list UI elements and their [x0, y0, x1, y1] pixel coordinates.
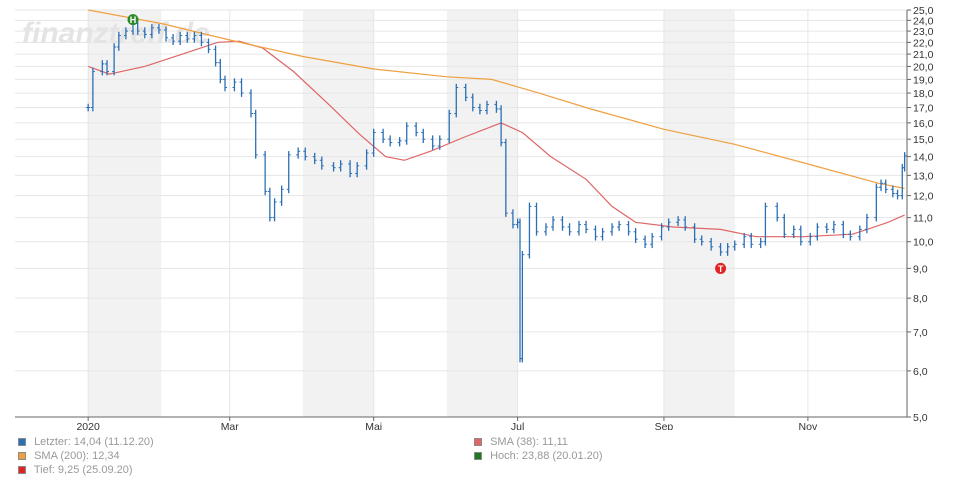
shaded-band-apr — [302, 10, 374, 417]
y-tick-label-9: 14,0 — [913, 152, 934, 164]
y-tick-label-11: 16,0 — [913, 118, 934, 130]
legend-swatch-tief — [18, 466, 26, 474]
marker-high-label: H — [130, 15, 137, 25]
y-tick-label-6: 11,0 — [913, 213, 933, 225]
legend-label-sma200: SMA (200): 12,34 — [34, 450, 120, 462]
y-tick-label-18: 23,0 — [913, 26, 934, 38]
legend-label-sma38: SMA (38): 11,11 — [490, 436, 568, 448]
marker-low-circle — [715, 262, 727, 274]
shaded-band-jan — [88, 10, 162, 417]
y-tick-label-20: 25,0 — [913, 5, 934, 17]
y-tick-label-12: 17,0 — [913, 103, 934, 115]
x-tick-label-4: Sep — [655, 421, 674, 430]
y-tick-label-7: 12,0 — [913, 191, 934, 203]
legend-swatch-sma38 — [474, 438, 482, 446]
legend-item-tief: Tief: 9,25 (25.09.20) — [18, 463, 133, 477]
x-tick-label-5: Nov — [799, 421, 818, 430]
y-tick-label-10: 15,0 — [913, 134, 934, 146]
legend-item-hoch: Hoch: 23,88 (20.01.20) — [474, 449, 603, 463]
y-tick-label-13: 18,0 — [913, 88, 934, 100]
marker-high-circle — [127, 14, 139, 26]
legend-item-letzter: Letzter: 14,04 (11.12.20) — [18, 435, 154, 449]
y-tick-label-0: 5,0 — [913, 412, 928, 424]
watermark: finanztreff.de — [22, 17, 210, 50]
x-tick-label-1: Mar — [221, 421, 240, 430]
legend: Letzter: 14,04 (11.12.20) SMA (38): 11,1… — [18, 435, 958, 480]
legend-label-letzter: Letzter: 14,04 (11.12.20) — [34, 436, 154, 448]
y-tick-label-3: 8,0 — [913, 293, 928, 305]
chart-svg: finanztreff.de H T 5,0 6,0 7,0 8,0 9,0 10,0 11,… — [15, 5, 934, 433]
legend-swatch-sma200 — [18, 452, 26, 460]
y-tick-label-17: 22,0 — [913, 37, 934, 49]
legend-label-hoch: Hoch: 23,88 (20.01.20) — [490, 450, 603, 462]
series-line-sma200 — [88, 9, 905, 190]
x-tick-label-0: 2020 — [76, 421, 100, 430]
marker-low-label: T — [718, 264, 724, 274]
y-tick-label-19: 24,0 — [913, 15, 934, 27]
x-tick-label-3: Jul — [511, 421, 524, 430]
y-tick-label-15: 20,0 — [913, 61, 934, 73]
y-tick-label-8: 13,0 — [913, 170, 934, 182]
legend-swatch-letzter — [18, 438, 26, 446]
y-tick-label-16: 21,0 — [913, 49, 934, 61]
legend-label-tief: Tief: 9,25 (25.09.20) — [33, 464, 133, 476]
legend-item-sma38: SMA (38): 11,11 — [474, 435, 568, 449]
shaded-band-sep — [663, 10, 735, 417]
y-tick-label-14: 19,0 — [913, 74, 934, 86]
y-tick-label-1: 6,0 — [913, 366, 928, 378]
y-tick-label-2: 7,0 — [913, 327, 928, 339]
x-tick-label-2: Mai — [365, 421, 382, 430]
legend-swatch-hoch — [474, 452, 482, 460]
y-tick-label-5: 10,0 — [913, 237, 934, 249]
y-tick-label-4: 9,0 — [913, 263, 928, 275]
legend-item-sma200: SMA (200): 12,34 — [18, 449, 120, 463]
